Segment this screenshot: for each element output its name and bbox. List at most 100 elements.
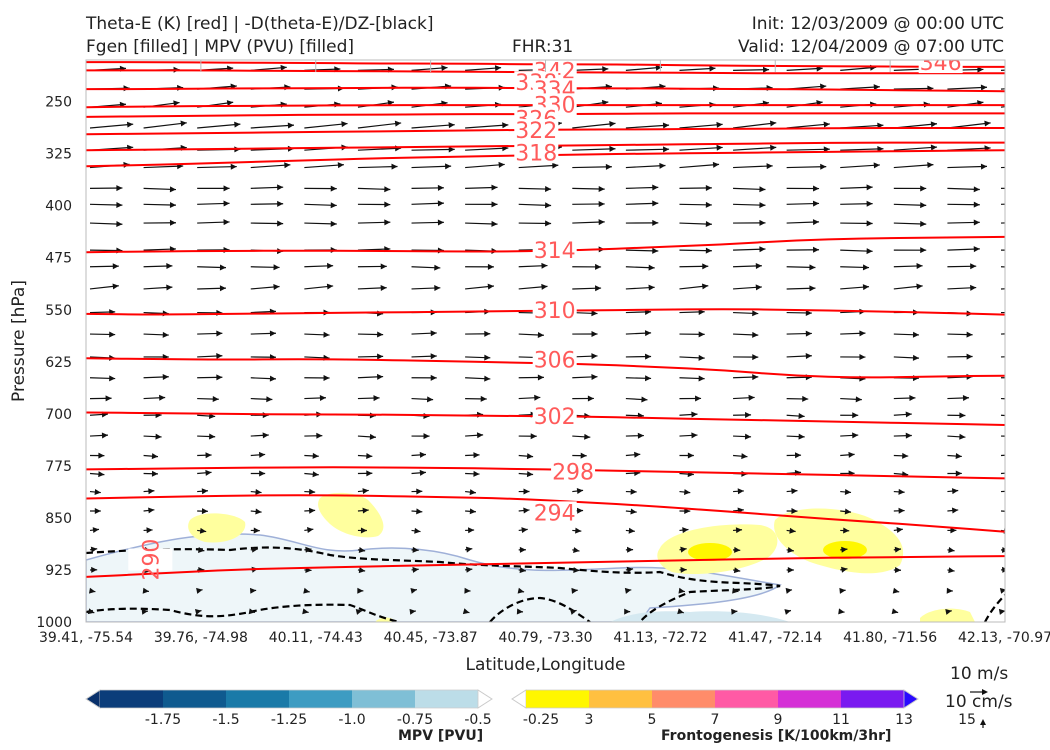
wind-vector-head	[584, 433, 591, 440]
x-tick-label: 40.11, -74.43	[269, 630, 363, 646]
wind-vector-head	[1027, 185, 1033, 191]
wind-vector-head	[141, 608, 148, 615]
wind-vector-head	[269, 330, 276, 337]
wind-legend-horizontal: 10 m/s	[950, 664, 1009, 684]
wind-vector	[625, 124, 670, 129]
wind-vector-head	[466, 566, 473, 573]
wind-vector-head	[430, 353, 437, 360]
colorbar-tick-label: 9	[774, 712, 783, 728]
theta-e-contour-298	[86, 466, 1005, 480]
wind-vector-head	[894, 567, 902, 574]
wind-vector	[893, 87, 934, 90]
wind-vector-head	[959, 433, 966, 440]
wind-vector-head	[759, 202, 766, 209]
wind-vector-head	[691, 411, 698, 418]
colorbar-tick-label: -1.75	[145, 712, 181, 728]
wind-vector-head	[491, 184, 498, 191]
colorbar-tick-label: 7	[711, 712, 720, 728]
y-tick-label: 475	[45, 251, 72, 267]
wind-vector-head	[412, 566, 419, 573]
y-tick-label: 325	[45, 147, 72, 163]
wind-vector-head	[180, 120, 187, 127]
wind-vector-head	[591, 353, 598, 360]
theta-e-label: 302	[534, 405, 576, 430]
wind-vector	[1000, 149, 1005, 151]
wind-vector-head	[576, 488, 584, 495]
wind-vector-head	[523, 488, 530, 495]
mpv-region-strong	[610, 611, 790, 622]
wind-vector-head	[437, 219, 444, 226]
wind-vector-head	[284, 84, 291, 91]
wind-vector-head	[330, 202, 337, 209]
theta-e-contour-294	[86, 494, 1005, 533]
dthetae-dz-contour	[86, 546, 781, 622]
wind-legend-arrow-head	[980, 719, 986, 725]
wind-vector-head	[312, 452, 319, 459]
wind-vector-head	[94, 489, 101, 495]
wind-vector-head	[946, 587, 953, 594]
wind-vector-head	[377, 331, 384, 338]
wind-vector-head	[595, 263, 602, 270]
wind-vector-head	[1001, 566, 1005, 573]
wind-vector-head	[644, 330, 652, 337]
wind-vector-head	[785, 587, 793, 594]
wind-vector-head	[1020, 353, 1026, 359]
wind-vector-head	[173, 100, 180, 107]
wind-vector-head	[873, 84, 880, 91]
wind-vector-head	[280, 64, 287, 71]
wind-vector-head	[905, 432, 912, 439]
wind-vector-head	[866, 184, 873, 191]
wind-vector-head	[973, 201, 980, 208]
wind-vector-head	[716, 121, 723, 128]
wind-vector-head	[752, 331, 759, 338]
wind-vector-head	[930, 121, 938, 128]
wind-vector-head	[530, 433, 537, 440]
wind-vector-head	[859, 330, 866, 337]
wind-vector-head	[759, 246, 766, 253]
wind-vector-head	[575, 527, 582, 534]
wind-vector-head	[112, 263, 119, 270]
wind-vector-head	[1031, 100, 1037, 106]
wind-vector-head	[526, 453, 534, 460]
wind-vector-head	[212, 396, 219, 403]
wind-vector-head	[416, 488, 423, 495]
wind-vector-head	[487, 283, 494, 290]
colorbar-segment	[226, 690, 289, 708]
colorbar-segment	[778, 690, 841, 708]
dthetae-dz-contour	[984, 594, 1005, 622]
y-tick-label: 700	[45, 407, 72, 423]
contour-label-bg	[532, 348, 577, 371]
wind-vector-head	[769, 120, 777, 127]
wind-vector-head	[576, 507, 584, 514]
wind-vector-head	[384, 186, 391, 193]
wind-vector-head	[731, 608, 738, 615]
dthetae-dz-contour	[489, 596, 591, 622]
wind-vector-head	[948, 567, 955, 574]
theta-e-contour-290	[86, 555, 1005, 578]
wind-vector	[1000, 454, 1005, 457]
colorbar-segment	[289, 690, 352, 708]
wind-vector-head	[196, 587, 203, 594]
wind-vector-head	[1006, 508, 1012, 514]
wind-vector-head	[94, 507, 101, 514]
wind-vector-head	[480, 395, 487, 402]
wind-legend-vertical: 10 cm/s	[945, 692, 1013, 712]
wind-vector	[1000, 397, 1005, 400]
wind-vector-head	[702, 263, 709, 270]
wind-vector-head	[630, 488, 637, 495]
wind-vector	[1000, 414, 1005, 417]
wind-vector-head	[205, 469, 212, 476]
wind-vector	[679, 163, 720, 169]
wind-vector-head	[755, 262, 762, 269]
wind-vector	[1000, 166, 1005, 169]
wind-vector-head	[745, 412, 752, 419]
theta-e-contour-346	[86, 61, 1005, 68]
wind-vector	[572, 68, 609, 72]
wind-vector-head	[469, 508, 476, 515]
wind-vector-head	[839, 587, 846, 594]
x-tick-label: 41.13, -72.72	[613, 630, 707, 646]
y-tick-label: 250	[45, 95, 72, 111]
wind-vector-head	[705, 184, 712, 191]
wind-vector-head	[105, 395, 112, 402]
theta-e-label: 306	[534, 349, 576, 374]
